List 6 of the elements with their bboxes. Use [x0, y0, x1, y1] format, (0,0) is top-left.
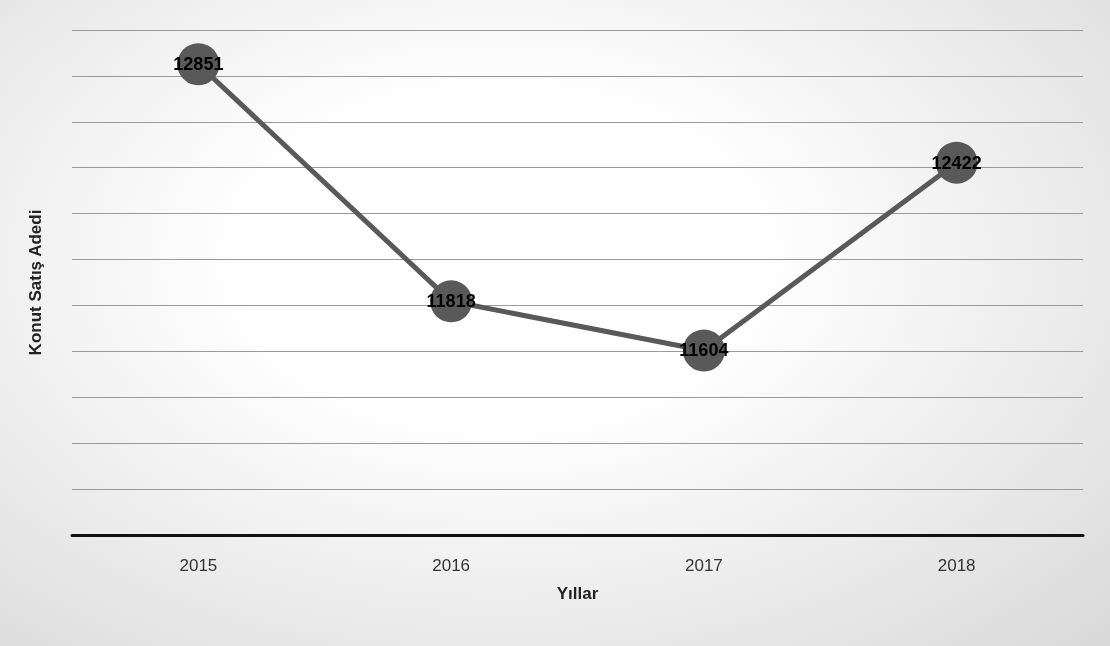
y-axis-title: Konut Satış Adedi: [26, 209, 45, 356]
x-tick-label: 2017: [684, 556, 723, 575]
x-tick-label: 2018: [937, 556, 976, 575]
x-tick-label: 2016: [432, 556, 471, 575]
x-axis-title: Yıllar: [556, 584, 599, 603]
x-tick-label: 2015: [179, 556, 218, 575]
